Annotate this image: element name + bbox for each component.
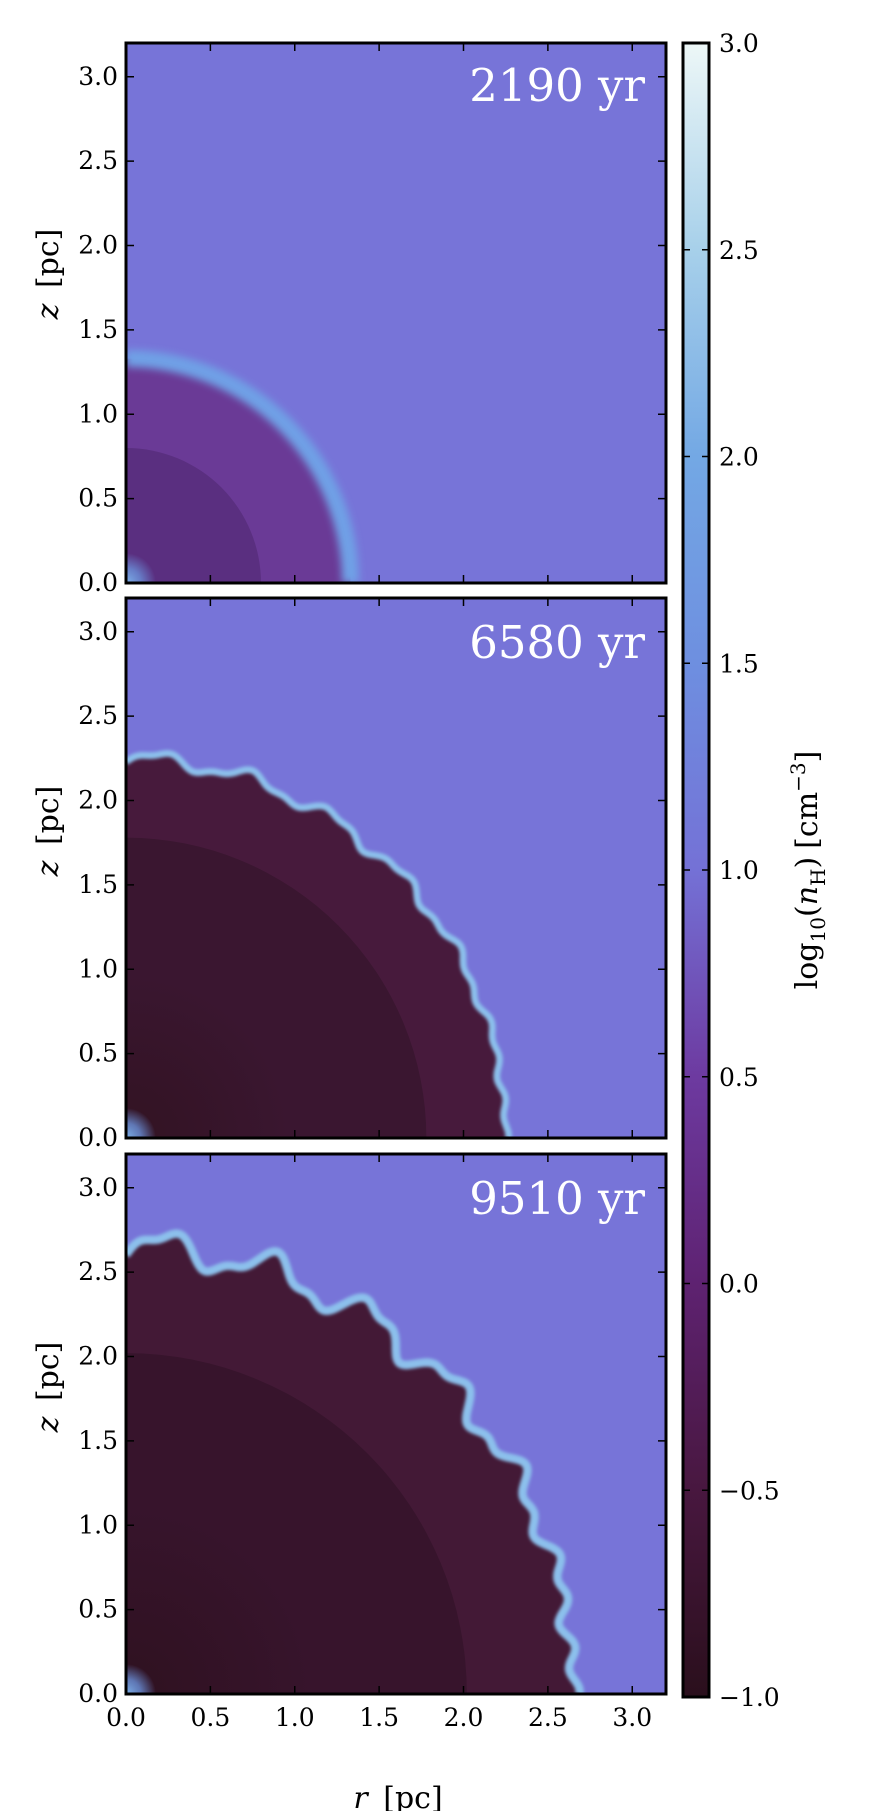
panel-3-inner-bubble — [126, 1353, 467, 1694]
panel-3-y-tick-label: 0.5 — [78, 1595, 118, 1624]
x-tick-label: 0.5 — [190, 1703, 230, 1732]
x-tick-label: 3.0 — [612, 1703, 652, 1732]
panel-2-shock-shell — [126, 750, 512, 1138]
panel-2-y-tick-label: 2.5 — [78, 701, 118, 730]
panel-3-y-tick-label: 3.0 — [78, 1173, 118, 1202]
colorbar-label: log10(nH)[cm−3] — [786, 751, 830, 990]
panel-2: 6580 yr 0.0 0.5 1.0 1.5 2.0 2.5 3.0 z [pc] — [31, 596, 668, 1152]
panel-2-y-tick-label: 1.5 — [78, 870, 118, 899]
panel-3-y-tick-label: 1.0 — [78, 1510, 118, 1539]
x-tick-label: 1.5 — [359, 1703, 399, 1732]
colorbar: 3.0 2.5 2.0 1.5 1.0 0.5 0.0 −0.5 −1.0 log10(nH)[… — [681, 29, 830, 1712]
x-tick-label: 2.5 — [528, 1703, 568, 1732]
panel-3-hot-spot — [126, 1664, 156, 1694]
x-tick-label: 2.0 — [444, 1703, 484, 1732]
panel-1-y-tick-label: 0.0 — [78, 568, 118, 597]
x-tick-label: 1.0 — [275, 1703, 315, 1732]
colorbar-tick-label: 2.0 — [719, 443, 759, 472]
panel-3-y-tick-label: 2.5 — [78, 1257, 118, 1286]
panel-1-hot-spot — [126, 553, 156, 583]
panel-2-y-tick-label: 0.5 — [78, 1039, 118, 1068]
panel-1-shock-shell — [126, 350, 359, 583]
colorbar-tick-label: −1.0 — [719, 1683, 780, 1712]
panel-2-inner-bubble — [126, 837, 427, 1138]
colorbar-tick-label: −0.5 — [719, 1476, 780, 1505]
panel-1-y-tick-label: 3.0 — [78, 62, 118, 91]
panel-2-y-tick-label: 2.0 — [78, 786, 118, 815]
panel-3-time-label: 9510 yr — [469, 1172, 645, 1225]
panel-2-time-label: 6580 yr — [469, 616, 645, 669]
colorbar-tick-label: 0.0 — [719, 1270, 759, 1299]
panel-3-y-tick-label: 2.0 — [78, 1342, 118, 1371]
panel-2-y-tick-label: 0.0 — [78, 1123, 118, 1152]
panel-2-y-tick-label: 3.0 — [78, 617, 118, 646]
x-tick-label: 0.0 — [106, 1703, 146, 1732]
panel-1-y-label: z [pc] — [31, 229, 66, 321]
colorbar-tick-label: 2.5 — [719, 236, 759, 265]
panel-3: 9510 yr 0.0 0.5 1.0 1.5 2.0 2.5 3.0 z [pc] — [31, 1152, 668, 1708]
panel-1-y-tick-label: 2.5 — [78, 146, 118, 175]
panel-1: 2190 yr 0.0 0.5 1.0 1.5 2.0 2.5 3.0 z [pc] — [31, 41, 668, 597]
panel-1-time-label: 2190 yr — [469, 59, 645, 112]
panel-1-inner-bubble — [126, 448, 261, 583]
panel-1-y-tick-label: 1.0 — [78, 399, 118, 428]
panel-1-y-tick-label: 0.5 — [78, 484, 118, 513]
colorbar-tick-label: 1.5 — [719, 649, 759, 678]
panel-3-y-tick-label: 1.5 — [78, 1426, 118, 1455]
panel-3-shock-shell — [126, 1229, 584, 1694]
panel-3-frame — [124, 1152, 668, 1696]
panel-3-y-tick-label: 0.0 — [78, 1679, 118, 1708]
panel-2-frame — [124, 596, 668, 1140]
panel-2-y-label: z [pc] — [31, 786, 66, 878]
colorbar-tick-label: 1.0 — [719, 856, 759, 885]
panel-2-hot-spot — [126, 1108, 156, 1138]
x-axis-ticks: 0.0 0.5 1.0 1.5 2.0 2.5 3.0 — [106, 1703, 652, 1732]
panel-2-y-tick-label: 1.0 — [78, 954, 118, 983]
colorbar-tick-label: 0.5 — [719, 1063, 759, 1092]
panel-1-frame — [124, 41, 668, 585]
x-axis-label: r [pc] — [353, 1781, 442, 1811]
colorbar-tick-label: 3.0 — [719, 29, 759, 58]
panel-1-y-tick-label: 1.5 — [78, 315, 118, 344]
panel-3-y-label: z [pc] — [31, 1342, 66, 1434]
panel-1-y-tick-label: 2.0 — [78, 231, 118, 260]
